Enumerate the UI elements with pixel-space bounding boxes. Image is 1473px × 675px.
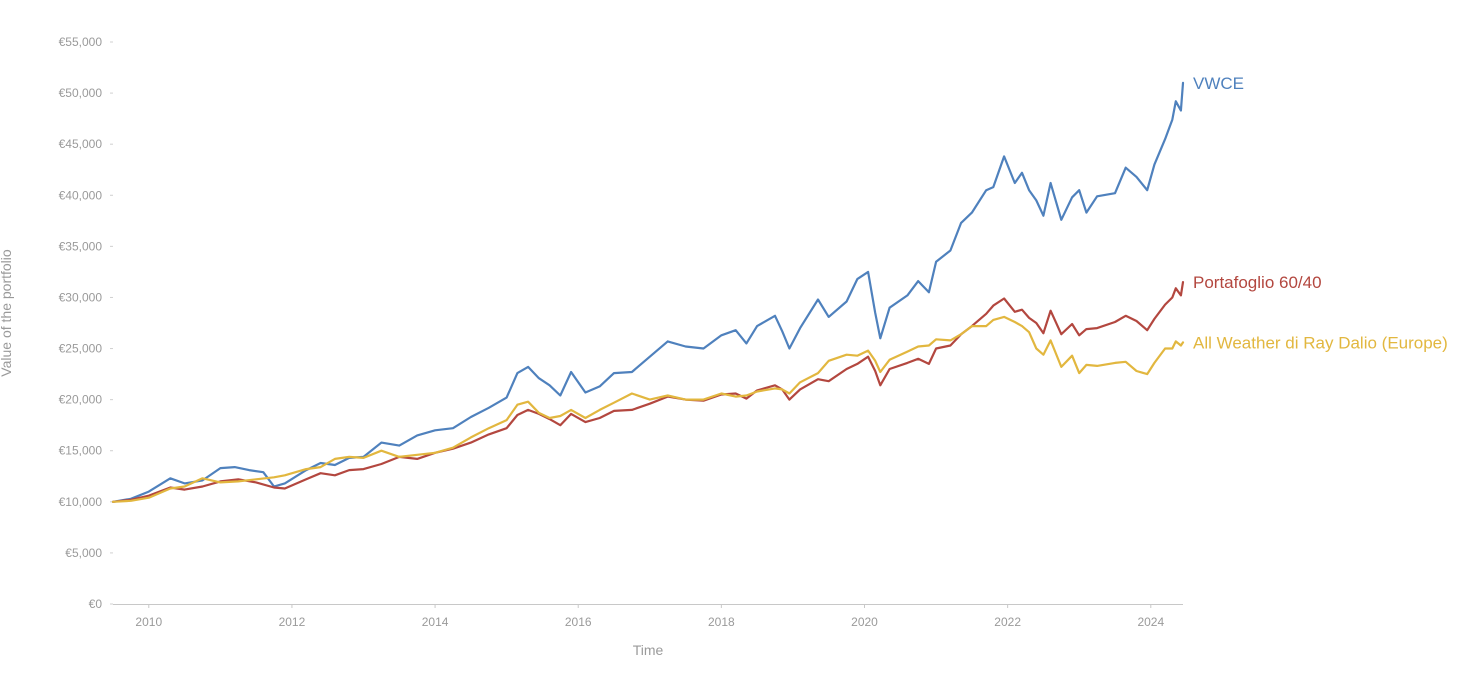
y-tick-label: €0: [89, 597, 103, 611]
y-tick-label: €55,000: [59, 35, 103, 49]
series-line-2: [111, 281, 1185, 503]
y-tick-label: €50,000: [59, 86, 103, 100]
x-tick-label: 2024: [1137, 615, 1164, 629]
series-label-3: All Weather di Ray Dalio (Europe): [1193, 333, 1448, 352]
series-label-1: VWCE: [1193, 74, 1244, 93]
y-tick-label: €35,000: [59, 239, 103, 253]
series-line-1: [111, 81, 1185, 503]
x-tick-label: 2010: [135, 615, 162, 629]
y-tick-label: €20,000: [59, 393, 103, 407]
plot-area: [111, 81, 1185, 503]
y-tick-label: €30,000: [59, 290, 103, 304]
x-tick-label: 2016: [565, 615, 592, 629]
x-tick-label: 2018: [708, 615, 735, 629]
x-tick-label: 2022: [994, 615, 1021, 629]
y-tick-label: €5,000: [65, 546, 102, 560]
y-axis: €0 €5,000 €10,000 €15,000 €20,000 €25,000 €30,…: [59, 35, 113, 611]
series-label-2: Portafoglio 60/40: [1193, 273, 1322, 292]
x-axis: 2010 2012 2014 2016 2018 2020 2022 2024: [113, 604, 1183, 629]
y-tick-label: €40,000: [59, 188, 103, 202]
x-tick-label: 2012: [279, 615, 306, 629]
x-tick-label: 2014: [422, 615, 449, 629]
x-axis-title: Time: [633, 642, 664, 658]
series-labels: VWCE Portafoglio 60/40 All Weather di Ray …: [1193, 74, 1448, 353]
y-axis-title: Value of the portfolio: [0, 249, 14, 377]
y-tick-label: €45,000: [59, 137, 103, 151]
series-line-3: [111, 315, 1185, 503]
x-tick-label: 2020: [851, 615, 878, 629]
y-tick-label: €15,000: [59, 444, 103, 458]
y-tick-label: €10,000: [59, 495, 103, 509]
y-tick-label: €25,000: [59, 342, 103, 356]
